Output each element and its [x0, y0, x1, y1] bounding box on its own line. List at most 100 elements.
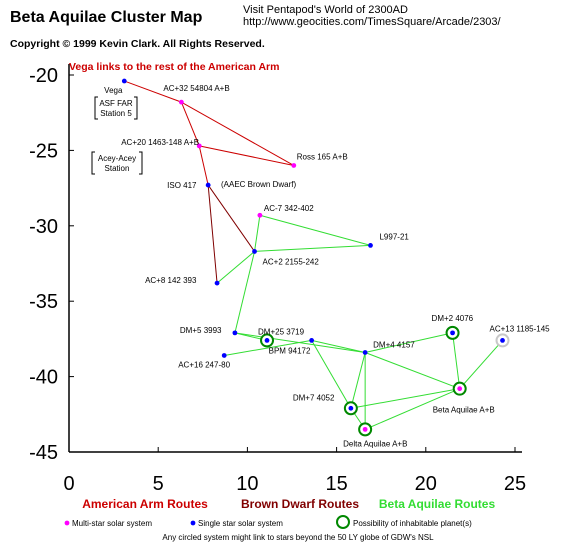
- x-tick-label: 20: [415, 473, 437, 495]
- x-tick-label: 25: [504, 473, 526, 495]
- route-line-american: [198, 145, 209, 186]
- star-label: AC+2 2155-242: [263, 257, 320, 266]
- route-line-beta: [364, 352, 460, 390]
- y-tick-label: -40: [29, 367, 58, 389]
- bracket-left: [94, 96, 98, 120]
- acey-station-box: [91, 151, 143, 175]
- star-label: Ross 165 A+B: [297, 152, 348, 161]
- route-line-beta: [459, 340, 503, 389]
- route-line-beta: [311, 339, 366, 353]
- x-tick-label: 10: [236, 473, 258, 495]
- star-ac16: [221, 353, 227, 358]
- legend-brown-routes: Brown Dwarf Routes: [241, 497, 359, 511]
- x-tick-label: 5: [153, 473, 164, 495]
- route-line-brown: [207, 185, 218, 284]
- aaec-label: (AAEC Brown Dwarf): [221, 180, 296, 189]
- acey-station-label-2: Station: [105, 164, 130, 173]
- star-iso417: [205, 182, 211, 188]
- star-label: AC+13 1185-145: [490, 324, 551, 333]
- route-line-brown: [207, 184, 255, 252]
- legend-ring-symbol: [336, 515, 350, 529]
- visit-url: http://www.geocities.com/TimesSquare/Arc…: [243, 16, 501, 28]
- route-line-beta: [364, 388, 460, 430]
- star-label: Vega: [104, 86, 123, 95]
- bracket-right: [134, 96, 138, 120]
- star-label: AC+20 1463-148 A+B: [121, 138, 199, 147]
- star-label: DM+2 4076: [432, 314, 474, 323]
- star-label: BPM 94172: [269, 346, 311, 355]
- labels-layer: Vega AC+32 54804 A+B Ross 165 A+B AC+20 146…: [91, 84, 551, 448]
- asf-station-label-1: ASF FAR: [99, 99, 133, 108]
- star-label: Beta Aquilae A+B: [433, 406, 495, 415]
- y-tick-label: -35: [29, 291, 58, 313]
- legend-multi-label: Multi-star solar system: [72, 519, 152, 528]
- vega-annotation: Vega links to the rest of the American A…: [69, 61, 279, 73]
- route-line-beta: [259, 214, 371, 246]
- route-line-beta: [452, 332, 461, 389]
- star-label: Delta Aquilae A+B: [343, 439, 407, 448]
- y-tick-label: -30: [29, 216, 58, 238]
- legend-multi-dot: [64, 520, 70, 526]
- route-line-beta: [350, 388, 460, 409]
- star-ac13: [500, 338, 505, 343]
- asf-station-box: [94, 96, 138, 120]
- legend-single-label: Single star solar system: [198, 519, 283, 528]
- star-dm25: [264, 338, 270, 343]
- legend-single-dot: [190, 520, 196, 526]
- star-label: AC-7 342-402: [264, 204, 314, 213]
- x-tick-label: 0: [63, 473, 74, 495]
- axes: -20 -25 -30 -35 -40 -450 5 10 15 20 25 Vega links t…: [29, 61, 526, 495]
- legend: American Arm Routes Brown Dwarf Routes Bet…: [64, 497, 496, 542]
- star-ac2: [252, 249, 257, 254]
- acey-station-label-1: Acey-Acey: [98, 154, 136, 163]
- route-line-american: [181, 101, 295, 166]
- route-line-american: [124, 80, 182, 103]
- star-ac32: [178, 99, 184, 105]
- site-link[interactable]: Visit Pentapod's World of 2300AD http://…: [243, 4, 501, 28]
- asf-station-label-2: Station 5: [100, 109, 132, 118]
- route-line-beta: [224, 339, 312, 356]
- bracket-right: [139, 151, 143, 175]
- legend-ring-label: Possibility of inhabitable planet(s): [353, 519, 472, 528]
- star-ac8: [214, 280, 220, 286]
- legend-beta-routes: Beta Aquilae Routes: [379, 497, 496, 511]
- route-line-beta: [216, 251, 255, 284]
- y-tick-label: -25: [29, 140, 58, 162]
- x-tick-label: 15: [325, 473, 347, 495]
- star-delta: [362, 426, 368, 432]
- star-label: DM+5 3993: [180, 326, 222, 335]
- star-betaaq: [457, 386, 463, 392]
- stars-layer: [121, 78, 505, 432]
- route-line-beta: [350, 352, 366, 409]
- star-dm4: [362, 350, 368, 355]
- route-line-beta: [311, 340, 352, 409]
- star-label: DM+25 3719: [258, 327, 305, 336]
- star-label: DM+4 4157: [373, 340, 415, 349]
- y-tick-label: -20: [29, 65, 58, 87]
- y-tick-label: -45: [29, 442, 58, 464]
- legend-american-routes: American Arm Routes: [82, 497, 208, 511]
- visit-line-1: Visit Pentapod's World of 2300AD: [243, 4, 408, 16]
- star-label: AC+16 247-80: [178, 360, 230, 369]
- star-dm7: [348, 405, 354, 411]
- route-line-beta: [234, 251, 256, 333]
- chart-title: Beta Aquilae Cluster Map: [10, 9, 203, 26]
- star-ross165: [291, 163, 297, 168]
- star-dm5: [232, 330, 238, 336]
- star-label: ISO 417: [167, 181, 197, 190]
- star-label: DM+7 4052: [293, 393, 335, 402]
- bracket-left: [91, 151, 95, 175]
- star-label: AC+32 54804 A+B: [163, 84, 229, 93]
- star-bpm: [309, 338, 315, 343]
- route-line-american: [180, 101, 200, 147]
- route-line-american: [199, 145, 294, 166]
- route-line-beta: [254, 244, 371, 252]
- star-vega: [121, 78, 127, 84]
- star-l997: [368, 243, 373, 248]
- route-line-beta: [365, 332, 453, 353]
- star-ac20: [196, 143, 202, 149]
- route-line-beta: [254, 215, 261, 252]
- star-dm2: [450, 330, 455, 336]
- star-label: AC+8 142 393: [145, 276, 197, 285]
